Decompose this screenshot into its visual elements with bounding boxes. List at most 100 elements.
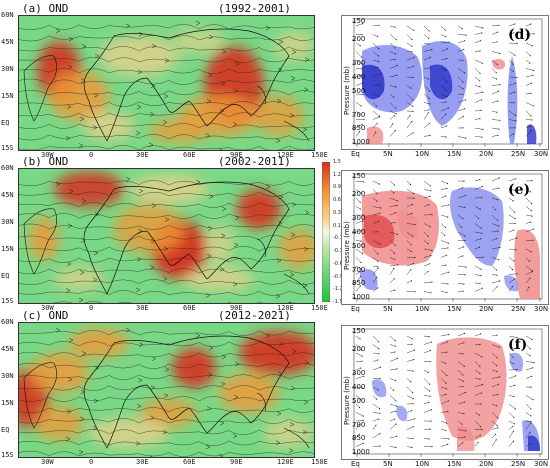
pressure-level-label: 200: [352, 345, 365, 353]
pressure-level-label: 700: [352, 266, 365, 274]
latitude-label: 60N: [1, 11, 17, 19]
pressure-axis-title: Pressure (mb): [343, 221, 351, 270]
longitude-label: 60E: [183, 151, 196, 159]
latitude-label: 60N: [1, 164, 17, 172]
latitude-label: 15S: [1, 451, 17, 459]
pressure-axis-title: Pressure (mb): [343, 66, 351, 115]
cross-section-label: (f): [508, 337, 527, 353]
latitude-tick-label: 25N: [511, 460, 525, 468]
longitude-label: 30E: [136, 151, 149, 159]
pressure-level-label: 400: [352, 73, 365, 81]
pressure-level-label: 850: [352, 124, 365, 132]
pressure-level-label: 300: [352, 369, 365, 377]
map-panel-period: (1992-2001): [218, 2, 291, 15]
latitude-tick-label: 30N: [534, 460, 548, 468]
colorbar-label: 0.6: [333, 197, 341, 203]
latitude-tick-label: 20N: [479, 460, 493, 468]
pressure-level-label: 700: [352, 111, 365, 119]
map-panel: [18, 322, 315, 458]
latitude-label: 45N: [1, 38, 17, 46]
latitude-label: 30N: [1, 65, 17, 73]
longitude-label: 60E: [183, 458, 196, 466]
longitude-label: 120E: [277, 458, 294, 466]
latitude-label: 15N: [1, 245, 17, 253]
pressure-level-label: 850: [352, 279, 365, 287]
map-panel-title: (a) OND: [22, 2, 68, 15]
cross-section-label: (d): [508, 27, 531, 43]
longitude-label: 30E: [136, 458, 149, 466]
latitude-label: 15S: [1, 144, 17, 152]
pressure-level-label: 500: [352, 87, 365, 95]
pressure-level-label: 500: [352, 397, 365, 405]
latitude-label: EQ: [1, 119, 17, 127]
latitude-label: EQ: [1, 272, 17, 280]
latitude-tick-label: 10N: [415, 150, 429, 158]
latitude-label: 60N: [1, 318, 17, 326]
map-panel-period: (2002-2011): [218, 155, 291, 168]
map-panel-title: (c) OND: [22, 309, 68, 322]
pressure-level-label: 200: [352, 190, 365, 198]
pressure-level-label: 300: [352, 59, 365, 67]
colorbar: [322, 162, 330, 302]
latitude-tick-label: Eq: [351, 150, 360, 158]
latitude-tick-label: 30N: [534, 150, 548, 158]
longitude-label: 60E: [183, 304, 196, 312]
pressure-level-label: 150: [352, 172, 365, 180]
pressure-level-label: 150: [352, 17, 365, 25]
latitude-tick-label: 15N: [447, 460, 461, 468]
longitude-label: 0: [89, 304, 93, 312]
colorbar-label: 0.9: [333, 184, 341, 190]
latitude-tick-label: 25N: [511, 150, 525, 158]
pressure-level-label: 150: [352, 327, 365, 335]
longitude-label: 150E: [311, 151, 328, 159]
map-panel-period: (2012-2021): [218, 309, 291, 322]
latitude-label: 30N: [1, 372, 17, 380]
latitude-label: 15N: [1, 399, 17, 407]
longitude-label: 30E: [136, 304, 149, 312]
latitude-label: 15S: [1, 297, 17, 305]
latitude-tick-label: 30N: [534, 305, 548, 313]
longitude-label: 150E: [311, 458, 328, 466]
longitude-label: 30W: [41, 458, 54, 466]
map-panel: [18, 15, 315, 151]
latitude-tick-label: 15N: [447, 150, 461, 158]
map-panel-title: (b) OND: [22, 155, 68, 168]
pressure-axis-title: Pressure (mb): [343, 376, 351, 425]
latitude-tick-label: 15N: [447, 305, 461, 313]
latitude-tick-label: Eq: [351, 460, 360, 468]
latitude-label: 45N: [1, 345, 17, 353]
latitude-tick-label: Eq: [351, 305, 360, 313]
colorbar-label: 0.3: [333, 210, 341, 216]
latitude-label: EQ: [1, 426, 17, 434]
latitude-tick-label: 10N: [415, 460, 429, 468]
latitude-tick-label: 5N: [383, 305, 393, 313]
pressure-level-label: 850: [352, 434, 365, 442]
latitude-tick-label: 25N: [511, 305, 525, 313]
latitude-label: 45N: [1, 191, 17, 199]
longitude-label: 150E: [311, 304, 328, 312]
cross-section-label: (e): [508, 182, 530, 198]
pressure-level-label: 1000: [352, 293, 370, 301]
pressure-level-label: 700: [352, 421, 365, 429]
colorbar-label: 1.5: [333, 159, 341, 165]
pressure-level-label: 200: [352, 35, 365, 43]
latitude-tick-label: 10N: [415, 305, 429, 313]
latitude-tick-label: 5N: [383, 150, 393, 158]
latitude-label: 30N: [1, 218, 17, 226]
latitude-label: 15N: [1, 92, 17, 100]
pressure-level-label: 300: [352, 214, 365, 222]
colorbar-label: 1.2: [333, 172, 341, 178]
pressure-level-label: 1000: [352, 138, 370, 146]
pressure-level-label: 1000: [352, 448, 370, 456]
latitude-tick-label: 20N: [479, 305, 493, 313]
colorbar-label: 0.1: [333, 223, 341, 229]
longitude-label: 90E: [230, 458, 243, 466]
longitude-label: 0: [89, 151, 93, 159]
pressure-level-label: 500: [352, 242, 365, 250]
pressure-level-label: 400: [352, 228, 365, 236]
longitude-label: 0: [89, 458, 93, 466]
map-panel: [18, 168, 315, 304]
latitude-tick-label: 5N: [383, 460, 393, 468]
latitude-tick-label: 20N: [479, 150, 493, 158]
pressure-level-label: 400: [352, 383, 365, 391]
